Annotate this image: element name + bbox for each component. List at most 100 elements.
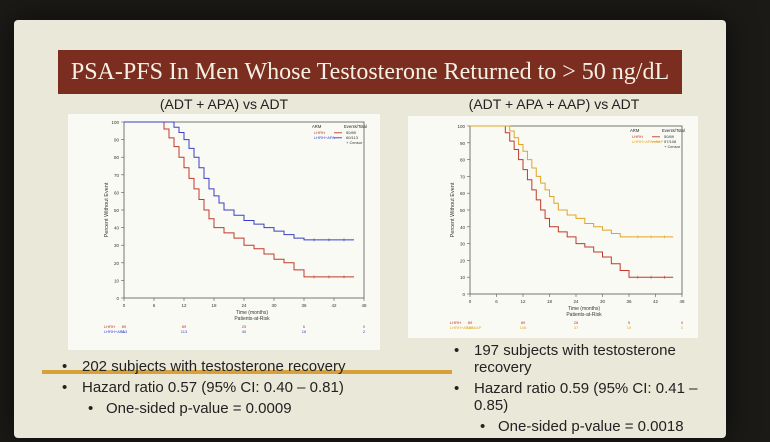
x-axis-label: Time (months) xyxy=(236,310,268,316)
y-tick-label: 50 xyxy=(460,208,466,213)
x-tick-label: 30 xyxy=(271,303,277,308)
y-tick-label: 10 xyxy=(460,275,466,280)
right-km-chart: 0 10 20 30 40 50 60 70 80 90 100 0 6 12 18 24 30 36 42 48 Pe… xyxy=(408,116,698,338)
risk-count: 37 xyxy=(574,325,579,330)
legend-header-arm: ARM xyxy=(312,124,322,129)
y-tick-label: 60 xyxy=(114,190,120,195)
x-tick-label: 24 xyxy=(241,303,247,308)
risk-row-label: LHRH xyxy=(104,324,115,329)
legend-header-events: Events/Total xyxy=(344,124,367,129)
x-tick-label: 36 xyxy=(301,303,307,308)
km-curve-lhrh xyxy=(124,121,354,278)
km-curve-lhrh-apa-aap xyxy=(470,125,674,238)
legend-series-name: LHRH xyxy=(632,134,643,139)
risk-count: 0 xyxy=(681,320,684,325)
risk-count: 5 xyxy=(628,320,631,325)
left-km-chart: 0 10 20 30 40 50 60 70 80 90 100 0 6 12 18 24 30 36 42 48 Pe… xyxy=(68,114,380,350)
x-tick-label: 36 xyxy=(626,299,632,304)
km-curve-lhrh-apa xyxy=(124,121,354,241)
risk-count: 16 xyxy=(302,329,307,334)
risk-count: 2 xyxy=(363,329,366,334)
risk-count: 113 xyxy=(121,329,128,334)
risk-count: 89 xyxy=(468,320,473,325)
x-tick-label: 48 xyxy=(361,303,367,308)
left-bullet-2: Hazard ratio 0.57 (95% CI: 0.40 – 0.81) xyxy=(62,379,345,396)
risk-count: 40 xyxy=(242,329,247,334)
risk-count: 108 xyxy=(520,325,527,330)
y-tick-label: 50 xyxy=(114,208,120,213)
y-tick-label: 80 xyxy=(460,158,466,163)
risk-count: 89 xyxy=(122,324,127,329)
risk-row-label: LHRH+APA xyxy=(104,329,125,334)
legend-censor: + Censor xyxy=(346,140,363,145)
y-tick-label: 70 xyxy=(460,174,466,179)
risk-count: 6 xyxy=(303,324,306,329)
legend-header-arm: ARM xyxy=(630,128,640,133)
y-tick-label: 100 xyxy=(457,124,465,129)
y-tick-label: 0 xyxy=(116,296,119,301)
y-tick-label: 70 xyxy=(114,173,120,178)
y-tick-label: 40 xyxy=(460,225,466,230)
x-axis-label: Time (months) xyxy=(568,306,600,312)
x-tick-label: 0 xyxy=(469,299,472,304)
y-axis-label: Percent Without Event xyxy=(450,182,456,237)
plot-frame xyxy=(123,121,365,299)
y-tick-label: 30 xyxy=(114,243,120,248)
x-tick-label: 30 xyxy=(600,299,606,304)
legend-events-total: 57/108 xyxy=(664,139,677,144)
y-tick-label: 20 xyxy=(460,258,466,263)
risk-count: 25 xyxy=(242,324,247,329)
risk-count: 108 xyxy=(467,325,474,330)
risk-count: 2 xyxy=(681,325,684,330)
x-tick-label: 6 xyxy=(495,299,498,304)
y-tick-label: 100 xyxy=(111,120,119,125)
x-tick-label: 24 xyxy=(573,299,579,304)
risk-count: 15 xyxy=(627,325,632,330)
slide-title: PSA-PFS In Men Whose Testosterone Return… xyxy=(58,50,682,94)
x-tick-label: 48 xyxy=(679,299,685,304)
left-bullets: 202 subjects with testosterone recovery … xyxy=(62,358,345,421)
x-tick-label: 42 xyxy=(331,303,337,308)
legend-censor: + Censor xyxy=(664,144,681,149)
y-tick-label: 0 xyxy=(462,292,465,297)
risk-count: 113 xyxy=(181,329,188,334)
x-tick-label: 42 xyxy=(653,299,659,304)
risk-count: 89 xyxy=(182,324,187,329)
legend-events-total: 50/89 xyxy=(346,130,357,135)
x-tick-label: 0 xyxy=(123,303,126,308)
y-tick-label: 30 xyxy=(460,242,466,247)
right-panel-heading: (ADT + APA + AAP) vs ADT xyxy=(468,96,640,112)
left-panel-heading: (ADT + APA) vs ADT xyxy=(159,96,289,112)
risk-row-label: LHRH+APA+AAP xyxy=(450,325,482,330)
y-tick-label: 60 xyxy=(460,191,466,196)
risk-count: 89 xyxy=(521,320,526,325)
right-bullet-1: 197 subjects with testosterone recovery xyxy=(454,342,726,376)
y-tick-label: 10 xyxy=(114,278,120,283)
right-sub-bullet: One-sided p-value = 0.0018 xyxy=(454,418,726,435)
risk-row-label: LHRH xyxy=(450,320,461,325)
risk-table-label: Patients-at-Risk xyxy=(234,316,270,322)
risk-count: 28 xyxy=(574,320,579,325)
legend-events-total: 60/113 xyxy=(346,135,359,140)
y-tick-label: 80 xyxy=(114,155,120,160)
right-bullets: 197 subjects with testosterone recovery … xyxy=(454,342,726,438)
projector-screen: PSA-PFS In Men Whose Testosterone Return… xyxy=(14,20,726,438)
right-bullet-2: Hazard ratio 0.59 (95% CI: 0.41 – 0.85) xyxy=(454,380,726,414)
legend-series-name: LHRH+APA xyxy=(314,135,335,140)
legend-series-name: LHRH+APA+AAP xyxy=(632,139,664,144)
y-tick-label: 20 xyxy=(114,261,120,266)
x-tick-label: 6 xyxy=(153,303,156,308)
risk-count: 0 xyxy=(363,324,366,329)
y-tick-label: 90 xyxy=(114,138,120,143)
left-sub-bullet: One-sided p-value = 0.0009 xyxy=(62,400,345,417)
x-tick-label: 12 xyxy=(181,303,187,308)
legend-events-total: 50/89 xyxy=(664,134,675,139)
plot-frame xyxy=(469,125,683,295)
x-tick-label: 12 xyxy=(520,299,526,304)
legend-header-events: Events/Total xyxy=(662,128,685,133)
left-bullet-1: 202 subjects with testosterone recovery xyxy=(62,358,345,375)
y-axis-label: Percent Without Event xyxy=(104,182,110,237)
y-tick-label: 40 xyxy=(114,226,120,231)
